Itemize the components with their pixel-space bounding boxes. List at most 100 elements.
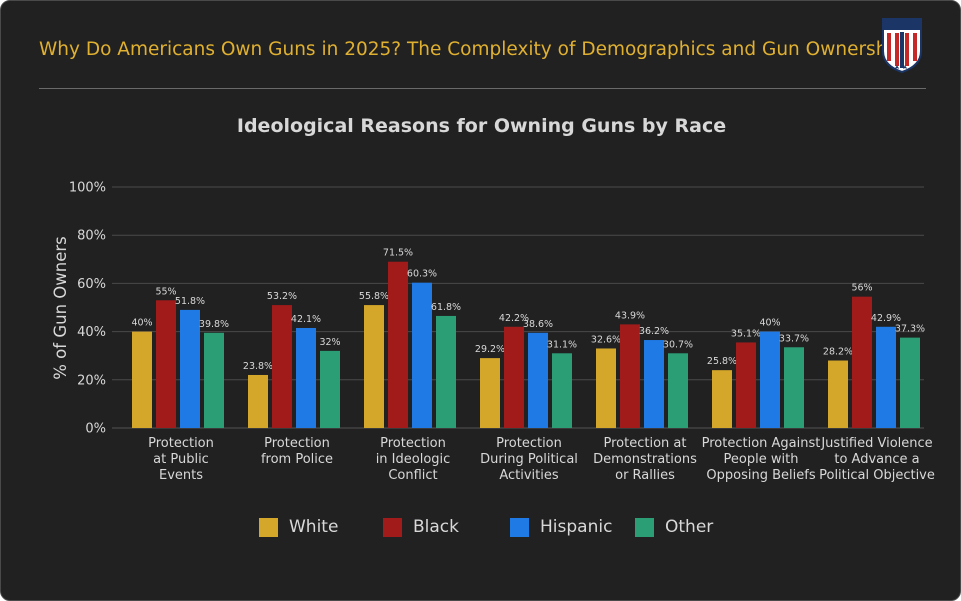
bar-hispanic	[180, 309, 200, 428]
bar-black	[156, 300, 176, 428]
data-label: 36.2%	[639, 326, 669, 337]
bar-white	[480, 358, 500, 428]
bar-black	[388, 261, 408, 428]
bar-other	[320, 350, 340, 428]
bar-hispanic	[876, 326, 896, 428]
bar-other	[900, 337, 920, 428]
legend-label: Hispanic	[540, 517, 613, 537]
x-tick-label: Protection	[148, 436, 214, 451]
bar-hispanic	[412, 282, 432, 428]
legend-swatch	[383, 517, 402, 537]
bar-other	[204, 332, 224, 428]
data-label: 56%	[851, 283, 872, 294]
data-label: 55%	[155, 286, 176, 297]
x-tick-label: Demonstrations	[593, 452, 697, 467]
bar-other	[436, 315, 456, 428]
x-tick-label: Justified Violence	[820, 436, 932, 451]
data-label: 38.6%	[523, 319, 553, 330]
y-tick-label: 80%	[77, 229, 106, 244]
legend-swatch	[635, 517, 654, 537]
x-tick-label: to Advance a	[834, 452, 919, 467]
data-label: 29.2%	[475, 344, 505, 355]
x-tick-label: Protection Against	[702, 436, 821, 451]
bar-hispanic	[760, 331, 780, 428]
legend-item-hispanic: Hispanic	[510, 514, 612, 540]
bar-white	[132, 331, 152, 428]
bar-black	[852, 296, 872, 428]
data-label: 42.1%	[291, 314, 321, 325]
y-tick-label: 0%	[85, 422, 106, 437]
data-label: 23.8%	[243, 361, 273, 372]
bar-black	[736, 342, 756, 428]
bar-hispanic	[296, 327, 316, 428]
legend-label: White	[289, 517, 339, 537]
y-tick-label: 60%	[77, 277, 106, 292]
header-divider	[39, 88, 926, 89]
data-label: 40%	[759, 318, 780, 329]
legend-item-black: Black	[383, 514, 459, 540]
x-tick-label: Opposing Beliefs	[706, 468, 815, 483]
legend-swatch	[510, 517, 529, 537]
bar-white	[712, 370, 732, 428]
bar-white	[596, 348, 616, 428]
data-label: 25.8%	[707, 356, 737, 367]
bar-black	[504, 326, 524, 428]
bar-black	[620, 324, 640, 428]
data-label: 31.1%	[547, 339, 577, 350]
data-label: 32%	[319, 337, 340, 348]
data-label: 51.8%	[175, 296, 205, 307]
bar-other	[552, 353, 572, 428]
data-label: 42.9%	[871, 313, 901, 324]
data-label: 53.2%	[267, 291, 297, 302]
x-tick-label: at Public	[153, 452, 209, 467]
x-tick-label: Protection at	[604, 436, 687, 451]
data-label: 60.3%	[407, 269, 437, 280]
y-tick-label: 40%	[77, 325, 106, 340]
x-tick-label: During Political	[480, 452, 578, 467]
x-tick-label: Protection	[496, 436, 562, 451]
data-label: 55.8%	[359, 291, 389, 302]
data-label: 30.7%	[663, 339, 693, 350]
y-axis-label: % of Gun Owners	[51, 236, 70, 380]
bar-other	[668, 353, 688, 428]
bar-black	[272, 305, 292, 428]
x-tick-label: in Ideologic	[376, 452, 451, 467]
x-tick-label: Protection	[264, 436, 330, 451]
bar-white	[364, 305, 384, 428]
data-label: 43.9%	[615, 310, 645, 321]
data-label: 37.3%	[895, 324, 925, 335]
bar-white	[828, 360, 848, 428]
page-title: Why Do Americans Own Guns in 2025? The C…	[39, 39, 905, 60]
data-label: 28.2%	[823, 347, 853, 358]
chart-title: Ideological Reasons for Owning Guns by R…	[236, 115, 727, 137]
bar-other	[784, 347, 804, 428]
legend-label: Black	[413, 517, 459, 537]
legend-item-white: White	[259, 514, 338, 540]
legend-item-other: Other	[635, 514, 713, 540]
data-label: 40%	[131, 318, 152, 329]
data-label: 35.1%	[731, 328, 761, 339]
data-label: 61.8%	[431, 302, 461, 313]
ammo-com-logo	[882, 18, 922, 73]
x-tick-label: Events	[159, 468, 203, 483]
legend-swatch	[259, 517, 278, 537]
chart-legend: White Black Hispanic Other	[0, 514, 961, 540]
data-label: 33.7%	[779, 333, 809, 344]
x-tick-label: from Police	[261, 452, 333, 467]
x-tick-label: Protection	[380, 436, 446, 451]
x-tick-label: Conflict	[388, 468, 437, 483]
bar-white	[248, 374, 268, 428]
bar-hispanic	[528, 332, 548, 428]
data-label: 42.2%	[499, 313, 529, 324]
legend-label: Other	[665, 517, 714, 537]
data-label: 71.5%	[383, 248, 413, 259]
y-tick-label: 20%	[77, 373, 106, 388]
data-label: 39.8%	[199, 319, 229, 330]
x-tick-label: Activities	[499, 468, 559, 483]
data-label: 32.6%	[591, 334, 621, 345]
bar-hispanic	[644, 340, 664, 428]
x-tick-label: People with	[724, 452, 799, 467]
x-tick-label: Political Objective	[819, 468, 935, 483]
y-tick-label: 100%	[69, 181, 106, 196]
